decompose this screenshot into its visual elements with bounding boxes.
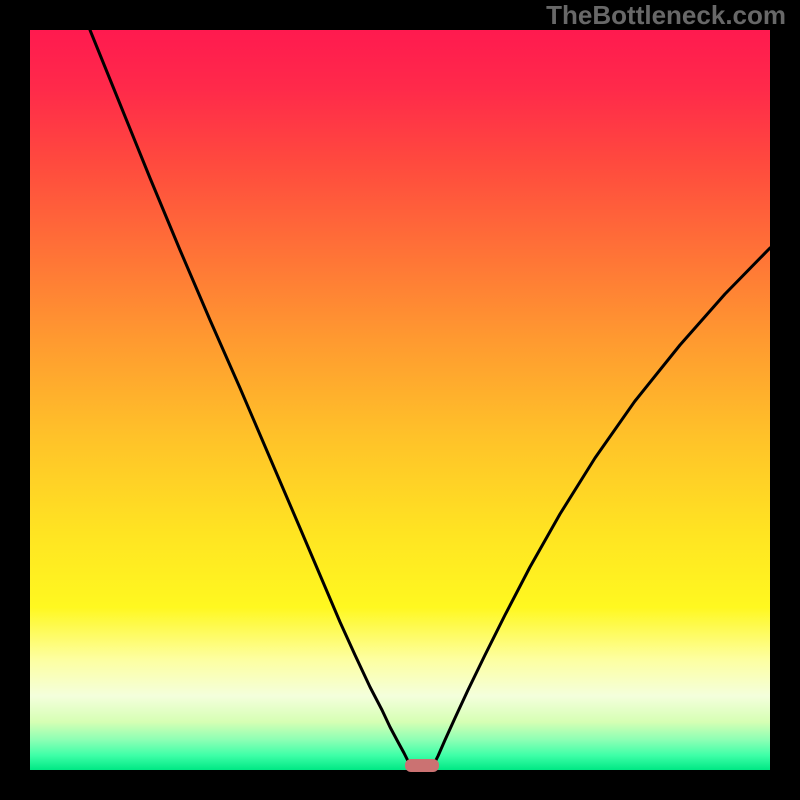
- bottleneck-marker: [405, 759, 439, 772]
- bottleneck-curve: [30, 30, 770, 770]
- chart-plot-area: [30, 30, 770, 770]
- watermark-text: TheBottleneck.com: [546, 0, 786, 31]
